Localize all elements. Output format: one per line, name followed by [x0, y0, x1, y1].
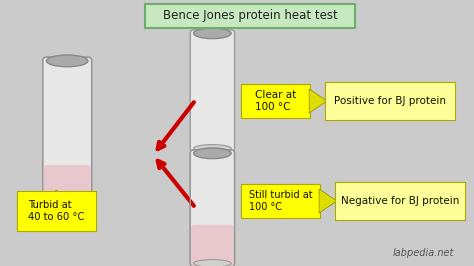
- Text: Turbid at
40 to 60 °C: Turbid at 40 to 60 °C: [28, 200, 84, 222]
- FancyBboxPatch shape: [325, 82, 456, 120]
- Ellipse shape: [194, 145, 231, 152]
- Text: Bence Jones protein heat test: Bence Jones protein heat test: [163, 10, 337, 23]
- FancyBboxPatch shape: [145, 4, 355, 28]
- Ellipse shape: [194, 148, 231, 159]
- FancyBboxPatch shape: [44, 165, 91, 218]
- Text: labpedia.net: labpedia.net: [393, 248, 455, 258]
- FancyBboxPatch shape: [241, 84, 310, 118]
- Ellipse shape: [194, 260, 231, 266]
- Ellipse shape: [194, 28, 231, 39]
- Text: Clear at
100 °C: Clear at 100 °C: [255, 90, 296, 112]
- FancyBboxPatch shape: [190, 150, 235, 266]
- FancyBboxPatch shape: [335, 182, 465, 220]
- Ellipse shape: [46, 207, 88, 215]
- FancyBboxPatch shape: [17, 191, 96, 231]
- FancyBboxPatch shape: [191, 225, 234, 266]
- FancyBboxPatch shape: [43, 57, 91, 215]
- FancyBboxPatch shape: [241, 184, 320, 218]
- Text: Positive for BJ protein: Positive for BJ protein: [334, 96, 446, 106]
- Polygon shape: [319, 189, 337, 213]
- Text: Negative for BJ protein: Negative for BJ protein: [341, 196, 459, 206]
- FancyBboxPatch shape: [190, 30, 235, 152]
- Polygon shape: [48, 190, 64, 200]
- Ellipse shape: [46, 55, 88, 67]
- Polygon shape: [309, 89, 327, 113]
- Text: Still turbid at
100 °C: Still turbid at 100 °C: [249, 190, 312, 212]
